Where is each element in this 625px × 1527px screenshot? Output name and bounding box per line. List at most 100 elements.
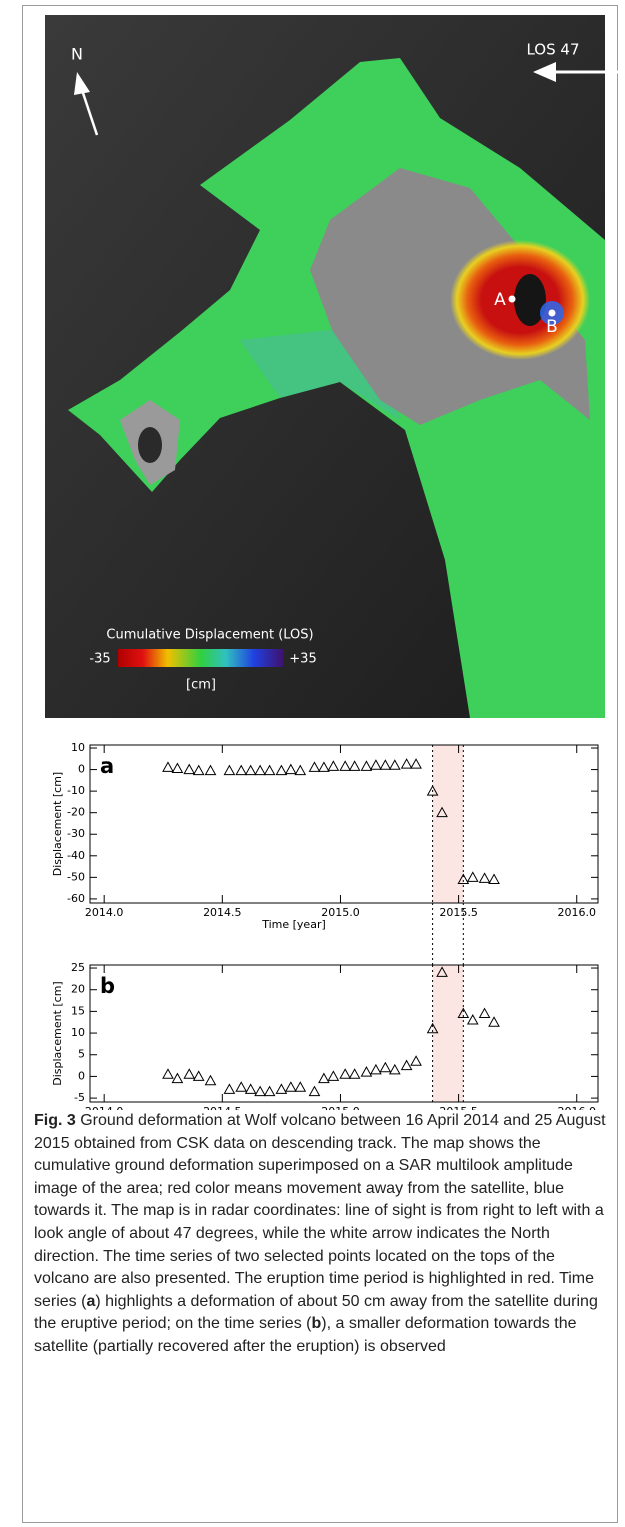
data-point xyxy=(308,761,321,772)
data-point xyxy=(318,1072,330,1084)
data-point xyxy=(244,1083,257,1094)
data-point xyxy=(223,764,236,776)
data-point xyxy=(400,758,413,769)
data-point xyxy=(457,1007,470,1019)
data-point xyxy=(436,806,448,818)
data-point xyxy=(183,1068,196,1079)
data-point xyxy=(426,1022,439,1034)
data-point xyxy=(192,1070,205,1081)
y-tick-label: 25 xyxy=(71,961,85,974)
data-point xyxy=(370,1063,382,1075)
y-tick-label: -30 xyxy=(67,827,85,840)
plot-frame xyxy=(89,744,599,904)
y-tick-label: 5 xyxy=(78,1048,85,1061)
data-point xyxy=(466,1014,479,1025)
colorbar-title: Cumulative Displacement (LOS) xyxy=(106,628,313,643)
data-point xyxy=(426,785,439,796)
data-point xyxy=(370,759,382,770)
data-point xyxy=(183,763,196,775)
data-point xyxy=(275,1083,288,1094)
north-arrow-head xyxy=(74,72,90,95)
data-point xyxy=(379,1061,392,1073)
y-tick-label: -10 xyxy=(67,784,85,797)
y-tick-label: -40 xyxy=(67,849,85,862)
x-tick-label: 2016.0 xyxy=(557,906,596,919)
eruption-band xyxy=(432,745,464,903)
data-point xyxy=(327,1070,340,1081)
data-point xyxy=(204,1074,217,1086)
data-point xyxy=(379,759,392,770)
data-point xyxy=(360,760,373,771)
x-tick-label: 2015.0 xyxy=(321,1105,360,1110)
y-tick-label: -20 xyxy=(67,806,85,819)
data-point xyxy=(327,760,340,771)
figure: A B N LOS 47 Cumulative Displacement (LO… xyxy=(45,15,620,1110)
data-point xyxy=(171,762,184,773)
y-axis-label: Displacement [cm] xyxy=(51,772,64,876)
caption-ref: a xyxy=(86,1292,96,1310)
panel-label: b xyxy=(100,974,115,998)
eruption-band xyxy=(432,965,464,1102)
data-point xyxy=(162,761,174,772)
x-tick-label: 2014.5 xyxy=(203,1105,242,1110)
data-point xyxy=(410,758,422,769)
panel-label: a xyxy=(100,754,114,778)
data-point xyxy=(263,1085,276,1097)
data-point xyxy=(466,871,479,882)
point-b-marker xyxy=(548,309,556,317)
data-point xyxy=(171,1072,184,1084)
x-tick-label: 2014.5 xyxy=(203,906,242,919)
y-tick-label: 10 xyxy=(71,1026,85,1039)
caption-label: Fig. 3 xyxy=(34,1112,76,1129)
data-point xyxy=(360,1066,373,1077)
data-point xyxy=(192,764,205,776)
figure-frame xyxy=(22,5,618,1523)
los-arrow-head xyxy=(533,62,556,82)
point-a-label: A xyxy=(494,290,506,310)
colorbar xyxy=(118,649,284,667)
data-point xyxy=(488,1016,500,1027)
data-point xyxy=(263,764,276,776)
caption-text: Ground deformation at Wolf volcano betwe… xyxy=(34,1112,606,1310)
data-point xyxy=(478,1007,491,1019)
data-point xyxy=(488,873,500,885)
data-point xyxy=(348,1068,361,1079)
summit-amplitude xyxy=(310,168,590,425)
x-tick-label: 2016.0 xyxy=(557,1105,596,1110)
data-point xyxy=(162,1068,174,1079)
y-axis-label: Displacement [cm] xyxy=(51,981,64,1085)
caption-text: ), a smaller deformation towards the sat… xyxy=(34,1315,577,1355)
data-point xyxy=(308,1085,321,1097)
data-point xyxy=(318,761,330,772)
y-tick-label: -50 xyxy=(67,870,85,883)
colorbar-unit: [cm] xyxy=(186,678,216,693)
plot-frame xyxy=(89,964,599,1103)
data-point xyxy=(339,760,352,771)
y-tick-label: -5 xyxy=(74,1091,85,1104)
colorbar-max: +35 xyxy=(289,652,316,667)
data-point xyxy=(400,1059,413,1071)
west-caldera xyxy=(138,427,162,463)
data-point xyxy=(254,764,266,776)
data-point xyxy=(388,1063,401,1075)
map: A B N LOS 47 Cumulative Displacement (LO… xyxy=(45,15,620,718)
x-tick-label: 2015.0 xyxy=(321,906,360,919)
y-tick-label: 15 xyxy=(71,1004,85,1017)
data-point xyxy=(339,1068,352,1079)
data-point xyxy=(294,1081,307,1092)
x-tick-label: 2014.0 xyxy=(85,1105,124,1110)
data-point xyxy=(436,966,448,977)
data-point xyxy=(223,1083,236,1094)
y-tick-label: 0 xyxy=(78,1069,85,1082)
data-point xyxy=(410,1055,422,1066)
los-label: LOS 47 xyxy=(526,41,579,59)
y-tick-label: 20 xyxy=(71,983,85,996)
caption-ref: b xyxy=(311,1315,322,1333)
point-a-marker xyxy=(508,295,516,303)
x-tick-label: 2015.5 xyxy=(439,1105,478,1110)
x-tick-label: 2014.0 xyxy=(85,906,124,919)
data-point xyxy=(388,759,401,770)
caldera-floor xyxy=(514,274,546,326)
data-point xyxy=(348,760,361,771)
